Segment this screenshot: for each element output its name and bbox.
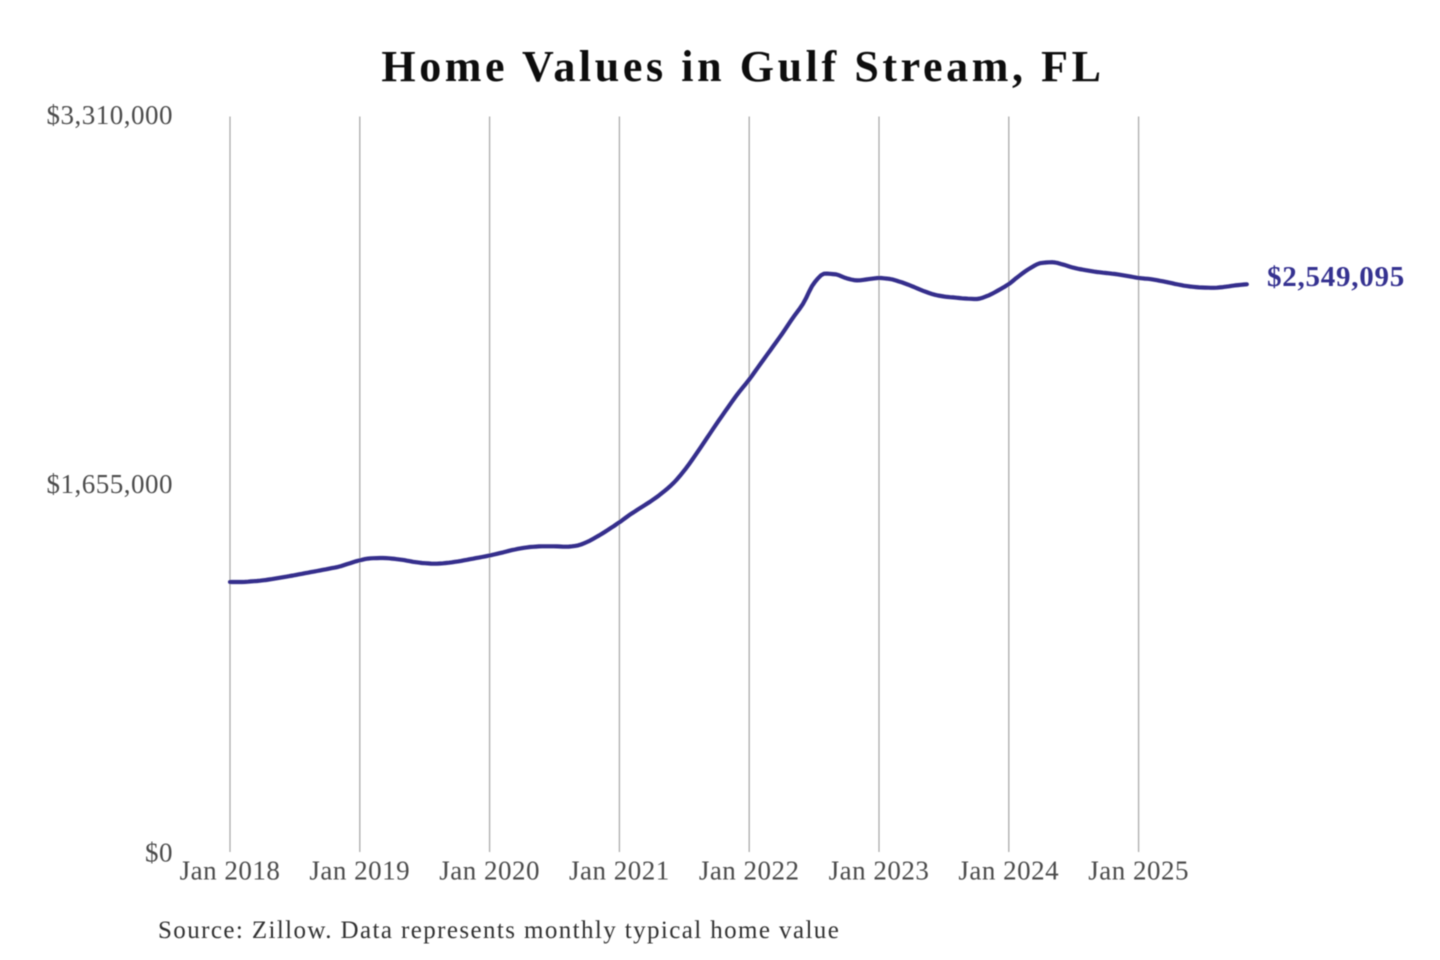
svg-text:$0: $0	[145, 838, 173, 868]
svg-text:Jan 2021: Jan 2021	[569, 856, 670, 886]
svg-text:Home Values in Gulf Stream, FL: Home Values in Gulf Stream, FL	[381, 42, 1104, 91]
svg-text:Jan 2019: Jan 2019	[309, 856, 410, 886]
svg-text:$3,310,000: $3,310,000	[47, 100, 174, 130]
svg-text:Jan 2020: Jan 2020	[439, 856, 540, 886]
svg-text:Jan 2024: Jan 2024	[958, 856, 1059, 886]
svg-text:Jan 2023: Jan 2023	[829, 856, 930, 886]
svg-text:Source: Zillow. Data represent: Source: Zillow. Data represents monthly …	[158, 917, 840, 944]
svg-text:Jan 2025: Jan 2025	[1088, 856, 1189, 886]
svg-text:Jan 2018: Jan 2018	[180, 856, 281, 886]
svg-text:Jan 2022: Jan 2022	[699, 856, 800, 886]
svg-text:$1,655,000: $1,655,000	[47, 469, 174, 499]
svg-text:$2,549,095: $2,549,095	[1267, 261, 1405, 293]
